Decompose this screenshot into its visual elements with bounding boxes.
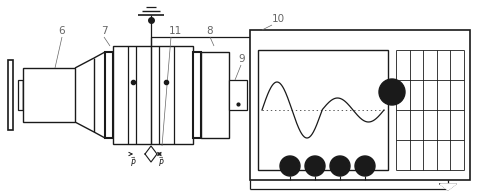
Text: 9: 9 <box>238 54 245 64</box>
Bar <box>105 52 113 138</box>
Bar <box>250 30 469 180</box>
Bar <box>201 52 228 138</box>
Circle shape <box>354 156 374 176</box>
Circle shape <box>329 156 349 176</box>
Text: 7: 7 <box>100 26 107 36</box>
Text: 11: 11 <box>168 26 181 36</box>
Text: $\vec{P}$: $\vec{P}$ <box>157 155 164 169</box>
Bar <box>257 50 387 170</box>
Circle shape <box>279 156 300 176</box>
Circle shape <box>378 79 404 105</box>
Text: $\vec{P}$: $\vec{P}$ <box>130 155 136 169</box>
Text: 8: 8 <box>206 26 213 36</box>
Bar <box>8 60 13 130</box>
Bar <box>23 68 75 122</box>
Text: 10: 10 <box>271 14 284 24</box>
Bar <box>113 46 192 144</box>
Text: 6: 6 <box>59 26 65 36</box>
Polygon shape <box>439 184 455 190</box>
Bar <box>18 80 23 110</box>
Bar <box>228 80 247 110</box>
Circle shape <box>304 156 324 176</box>
Bar <box>192 52 201 138</box>
